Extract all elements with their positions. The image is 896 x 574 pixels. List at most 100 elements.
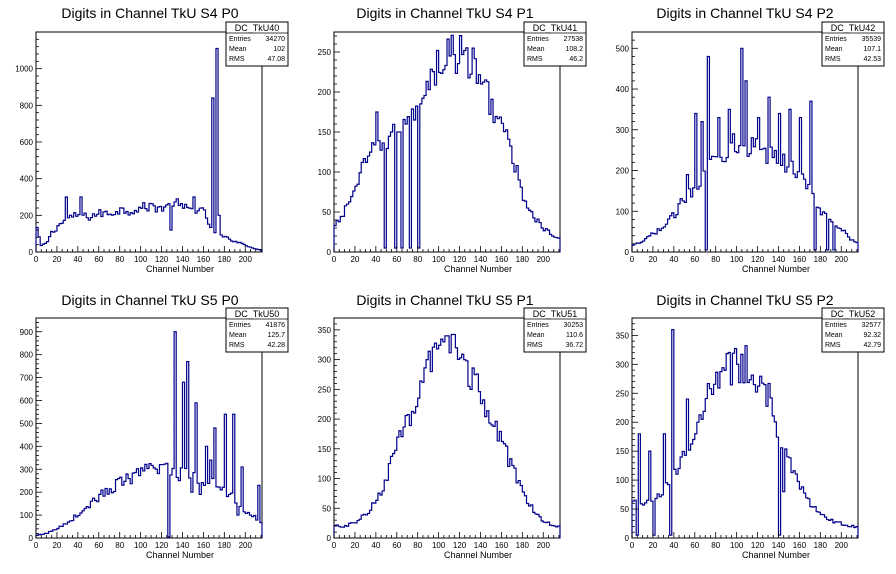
- x-tick-label: 120: [155, 541, 169, 550]
- y-tick-label: 0: [29, 248, 34, 257]
- y-tick-label: 0: [625, 534, 630, 543]
- stats-box-frame: [523, 21, 587, 67]
- y-tick-label: 250: [318, 385, 332, 394]
- panel-title: Digits in Channel TkU S5 P2: [656, 292, 833, 308]
- y-tick-label: 800: [20, 351, 34, 360]
- x-axis-label: Channel Number: [444, 550, 512, 560]
- histogram-series: [333, 34, 561, 252]
- x-tick-label: 80: [413, 255, 422, 264]
- y-tick-label: 500: [20, 419, 34, 428]
- histogram-panel: Digits in Channel TkU S4 P2 0 20 40 60 80 100 1…: [616, 5, 885, 274]
- x-tick-label: 0: [34, 541, 39, 550]
- stats-mean-label: Mean: [527, 46, 545, 53]
- stats-rms-value: 42.79: [863, 342, 881, 349]
- stats-mean-label: Mean: [229, 332, 247, 339]
- x-tick-label: 40: [371, 541, 380, 550]
- stats-entries-label: Entries: [229, 36, 251, 43]
- stats-mean-value: 107.1: [863, 46, 881, 53]
- stats-box: DC_TkU40 Entries 34270 Mean 102 RMS 47.08: [225, 21, 289, 67]
- x-tick-label: 140: [474, 255, 488, 264]
- stats-box: DC_TkU42 Entries 35539 Mean 107.1 RMS 42.53: [821, 21, 885, 67]
- x-tick-label: 180: [218, 255, 232, 264]
- x-tick-label: 180: [814, 541, 828, 550]
- stats-rms-label: RMS: [527, 56, 543, 63]
- x-tick-label: 60: [392, 255, 401, 264]
- histogram-series: [333, 333, 561, 538]
- stats-entries-label: Entries: [229, 322, 251, 329]
- y-tick-label: 0: [327, 248, 332, 257]
- x-tick-label: 60: [94, 541, 103, 550]
- x-tick-label: 180: [516, 541, 530, 550]
- stats-histogram-name: DC_TkU40: [235, 23, 280, 33]
- y-tick-label: 150: [318, 128, 332, 137]
- x-tick-label: 120: [751, 541, 765, 550]
- x-tick-label: 100: [432, 255, 446, 264]
- x-tick-label: 100: [134, 255, 148, 264]
- x-tick-label: 120: [453, 541, 467, 550]
- stats-entries-label: Entries: [527, 322, 549, 329]
- x-tick-label: 0: [630, 255, 635, 264]
- stats-rms-value: 42.28: [267, 342, 285, 349]
- x-tick-label: 20: [648, 255, 657, 264]
- x-axis-label: Channel Number: [146, 264, 214, 274]
- x-axis-label: Channel Number: [742, 550, 810, 560]
- y-tick-label: 100: [20, 511, 34, 520]
- stats-box-frame: [225, 21, 289, 67]
- histogram-series: [631, 328, 859, 538]
- y-tick-label: 200: [318, 88, 332, 97]
- panel-title: Digits in Channel TkU S4 P0: [61, 5, 238, 21]
- plot-frame: [333, 31, 561, 253]
- stats-box-frame: [821, 21, 885, 67]
- y-tick-label: 800: [20, 101, 34, 110]
- stats-box: DC_TkU51 Entries 30253 Mean 110.6 RMS 36.72: [523, 307, 587, 353]
- stats-entries-label: Entries: [825, 322, 847, 329]
- x-tick-label: 0: [332, 255, 337, 264]
- stats-rms-value: 42.53: [863, 56, 881, 63]
- histogram-series: [35, 331, 263, 538]
- y-tick-label: 900: [20, 328, 34, 337]
- stats-rms-label: RMS: [527, 342, 543, 349]
- stats-box-frame: [821, 307, 885, 353]
- stats-rms-label: RMS: [229, 56, 245, 63]
- x-tick-label: 140: [176, 541, 190, 550]
- stats-entries-value: 32577: [862, 322, 882, 329]
- stats-mean-label: Mean: [229, 46, 247, 53]
- histogram-series: [631, 47, 859, 252]
- y-tick-label: 400: [20, 442, 34, 451]
- histogram-panel: Digits in Channel TkU S5 P2 0 20 40 60 80 100 1…: [616, 292, 885, 560]
- x-tick-label: 100: [730, 255, 744, 264]
- y-tick-label: 700: [20, 374, 34, 383]
- x-tick-label: 160: [793, 541, 807, 550]
- x-tick-label: 40: [669, 541, 678, 550]
- x-tick-label: 140: [474, 541, 488, 550]
- x-tick-label: 60: [690, 541, 699, 550]
- x-tick-label: 120: [155, 255, 169, 264]
- x-tick-label: 80: [711, 541, 720, 550]
- y-tick-label: 200: [20, 488, 34, 497]
- y-tick-label: 50: [322, 208, 331, 217]
- stats-rms-label: RMS: [825, 56, 841, 63]
- y-tick-label: 400: [20, 175, 34, 184]
- x-tick-label: 120: [751, 255, 765, 264]
- x-tick-label: 60: [690, 255, 699, 264]
- stats-entries-label: Entries: [825, 36, 847, 43]
- x-tick-label: 200: [835, 255, 849, 264]
- histogram-panel: Digits in Channel TkU S4 P1 0 20 40 60 80 100 1…: [318, 5, 587, 274]
- y-tick-label: 100: [616, 207, 630, 216]
- x-tick-label: 40: [73, 541, 82, 550]
- x-axis-label: Channel Number: [444, 264, 512, 274]
- x-tick-label: 100: [730, 541, 744, 550]
- y-tick-label: 1000: [15, 65, 33, 74]
- panel-title: Digits in Channel TkU S4 P1: [356, 5, 533, 21]
- y-tick-label: 250: [318, 48, 332, 57]
- y-tick-label: 500: [616, 44, 630, 53]
- y-tick-label: 0: [29, 534, 34, 543]
- x-tick-label: 40: [371, 255, 380, 264]
- x-tick-label: 80: [711, 255, 720, 264]
- y-tick-label: 300: [20, 465, 34, 474]
- stats-histogram-name: DC_TkU52: [831, 309, 876, 319]
- y-tick-label: 250: [616, 389, 630, 398]
- stats-mean-value: 125.7: [267, 332, 285, 339]
- stats-histogram-name: DC_TkU42: [831, 23, 876, 33]
